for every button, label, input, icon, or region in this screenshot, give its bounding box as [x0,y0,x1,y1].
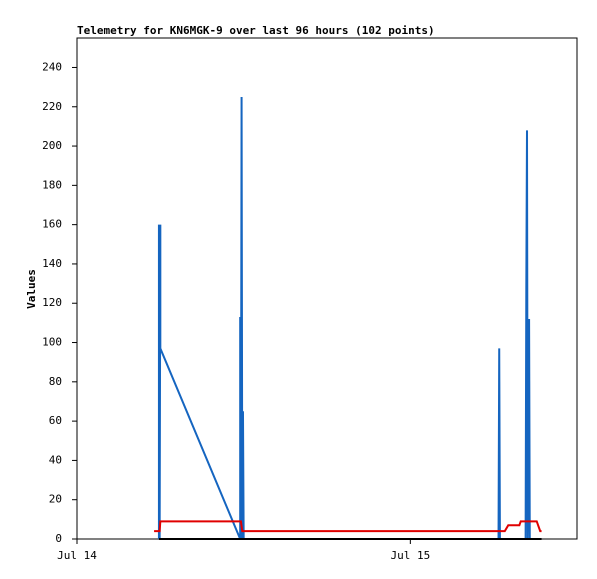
y-tick-label: 120 [42,296,62,309]
y-tick-label: 60 [49,414,62,427]
y-tick-label: 40 [49,453,62,466]
series-line [154,520,542,533]
y-tick-label: 100 [42,336,62,349]
x-tick-label: Jul 15 [390,549,430,562]
y-tick-label: 140 [42,257,62,270]
y-tick-label: 80 [49,375,62,388]
chart-title: Telemetry for KN6MGK-9 over last 96 hour… [77,24,435,37]
y-tick-label: 160 [42,218,62,231]
y-tick-label: 240 [42,60,62,73]
series-line [157,96,531,540]
y-axis-label: Values [25,269,38,309]
y-tick-label: 220 [42,100,62,113]
y-tick-label: 180 [42,178,62,191]
x-tick-label: Jul 14 [57,549,97,562]
y-tick-label: 20 [49,493,62,506]
y-tick-label: 0 [55,532,62,545]
y-tick-label: 200 [42,139,62,152]
